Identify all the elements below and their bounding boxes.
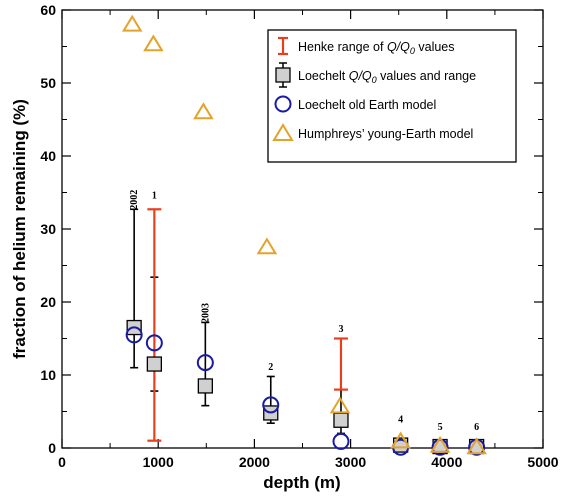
legend-label-suffix: values xyxy=(415,40,455,54)
legend-label: Loechelt Q/Q0 values and range xyxy=(298,69,476,85)
legend-label-text: Henke range of xyxy=(298,40,387,54)
data-marks xyxy=(121,14,487,456)
legend-label: Humphreys’ young-Earth model xyxy=(298,127,473,141)
legend-circle-marker xyxy=(274,95,292,113)
y-tick-label: 40 xyxy=(40,148,56,164)
x-tick-label: 2000 xyxy=(239,454,270,470)
x-tick-label: 5000 xyxy=(527,454,558,470)
legend-label-text: Loechelt xyxy=(298,69,349,83)
legend-triangle-marker xyxy=(272,123,294,141)
legend-label-subscript: 0 xyxy=(410,46,415,56)
legend-label-text: Loechelt old Earth model xyxy=(298,98,436,112)
young-earth-model-triangle xyxy=(121,14,143,32)
old-earth-model-circle xyxy=(262,396,280,414)
y-tick-label: 20 xyxy=(40,294,56,310)
young-earth-model-triangle xyxy=(390,431,411,449)
point-label: 2003 xyxy=(200,303,211,323)
point-label: 3 xyxy=(338,324,343,335)
legend-label-suffix: values and range xyxy=(377,69,476,83)
point-label: 5 xyxy=(438,422,443,433)
y-tick-label: 10 xyxy=(40,367,56,383)
young-earth-model-triangle xyxy=(143,34,164,52)
y-tick-label: 30 xyxy=(40,221,56,237)
young-earth-model-triangle xyxy=(256,237,278,255)
axis-ticks xyxy=(61,9,544,449)
loechelt-value-square xyxy=(146,356,163,372)
x-axis-title: depth (m) xyxy=(263,473,340,492)
point-label: 4 xyxy=(398,414,403,425)
legend-label-subscript: 0 xyxy=(372,75,377,85)
y-tick-label: 60 xyxy=(40,2,56,18)
y-tick-label: 50 xyxy=(40,75,56,91)
loechelt-value-square xyxy=(333,412,349,428)
henke-range-bar xyxy=(147,208,162,442)
point-label: 2002 xyxy=(129,190,140,210)
y-tick-labels: 0 10 20 30 40 50 60 xyxy=(40,2,56,456)
legend-label: Henke range of Q/Q0 values xyxy=(298,40,455,56)
young-earth-model-triangle xyxy=(466,437,487,455)
y-axis-title: fraction of helium remaining (%) xyxy=(10,99,29,359)
legend-label-italic: Q/Q xyxy=(387,40,410,54)
point-label: 2 xyxy=(268,362,273,373)
point-label: 1 xyxy=(152,190,157,201)
legend-label: Loechelt old Earth model xyxy=(298,98,436,112)
young-earth-model-triangle xyxy=(193,102,214,120)
loechelt-value-square xyxy=(197,378,213,394)
old-earth-model-circle xyxy=(196,354,214,372)
old-earth-model-circle xyxy=(125,326,143,344)
y-tick-label: 0 xyxy=(48,440,56,456)
loechelt-range-bar xyxy=(130,208,139,369)
x-tick-label: 4000 xyxy=(431,454,462,470)
legend-square-marker xyxy=(275,67,291,83)
henke-range-bar xyxy=(333,337,348,391)
point-annotations: 2002 1 2003 2 3 4 5 6 xyxy=(129,190,479,433)
point-label: 6 xyxy=(474,422,479,433)
legend-box xyxy=(267,29,517,163)
old-earth-model-circle xyxy=(145,334,163,352)
legend-label-text: Humphreys’ young-Earth model xyxy=(298,127,473,141)
x-tick-label: 0 xyxy=(58,454,66,470)
young-earth-model-triangle xyxy=(329,396,351,414)
x-tick-label: 1000 xyxy=(143,454,174,470)
old-earth-model-circle xyxy=(332,432,350,450)
x-tick-label: 3000 xyxy=(335,454,366,470)
young-earth-model-triangle xyxy=(429,435,451,453)
legend-label-italic: Q/Q xyxy=(349,69,372,83)
x-tick-labels: 0 1000 2000 3000 4000 5000 xyxy=(58,454,559,470)
old-earth-model-circle xyxy=(431,438,449,456)
